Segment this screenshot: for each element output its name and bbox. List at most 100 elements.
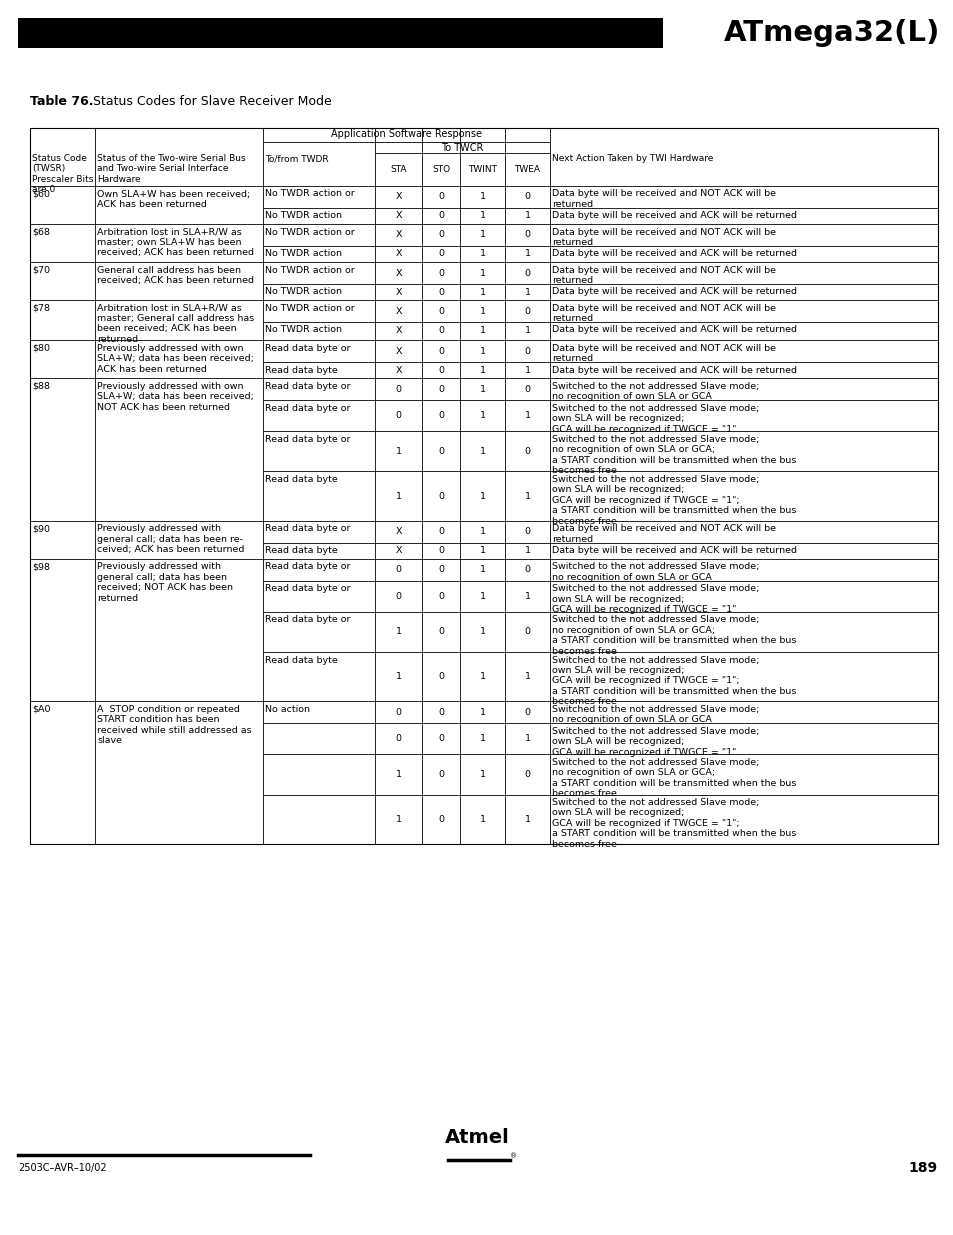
Text: Next Action Taken by TWI Hardware: Next Action Taken by TWI Hardware	[552, 154, 713, 163]
Text: 1: 1	[479, 672, 485, 682]
Text: Data byte will be received and ACK will be returned: Data byte will be received and ACK will …	[552, 288, 796, 296]
Text: Switched to the not addressed Slave mode;
own SLA will be recognized;
GCA will b: Switched to the not addressed Slave mode…	[552, 584, 759, 614]
Text: 0: 0	[437, 211, 443, 221]
Text: $70: $70	[32, 266, 50, 274]
Text: Read data byte or: Read data byte or	[265, 562, 350, 572]
Text: No TWDR action or: No TWDR action or	[265, 189, 355, 199]
Text: 0: 0	[437, 566, 443, 574]
Text: X: X	[395, 268, 401, 278]
Text: 0: 0	[437, 385, 443, 394]
Text: Switched to the not addressed Slave mode;
own SLA will be recognized;
GCA will b: Switched to the not addressed Slave mode…	[552, 475, 796, 526]
Text: TWEA: TWEA	[514, 165, 540, 174]
Text: Previously addressed with own
SLA+W; data has been received;
ACK has been return: Previously addressed with own SLA+W; dat…	[97, 343, 253, 374]
Text: 1: 1	[524, 366, 530, 374]
Text: 1: 1	[479, 193, 485, 201]
Text: Switched to the not addressed Slave mode;
no recognition of own SLA or GCA;
a ST: Switched to the not addressed Slave mode…	[552, 615, 796, 656]
Text: 0: 0	[524, 385, 530, 394]
Text: $98: $98	[32, 562, 50, 572]
Text: Data byte will be received and ACK will be returned: Data byte will be received and ACK will …	[552, 546, 796, 556]
Text: 0: 0	[395, 411, 401, 420]
Text: Switched to the not addressed Slave mode;
own SLA will be recognized;
GCA will b: Switched to the not addressed Slave mode…	[552, 727, 759, 757]
Text: 0: 0	[524, 347, 530, 356]
Text: Read data byte: Read data byte	[265, 656, 337, 664]
Text: No TWDR action: No TWDR action	[265, 249, 341, 258]
Text: 1: 1	[479, 566, 485, 574]
Text: Read data byte or: Read data byte or	[265, 525, 350, 534]
Text: General call address has been
received; ACK has been returned: General call address has been received; …	[97, 266, 253, 285]
Text: Read data byte: Read data byte	[265, 366, 337, 374]
Text: X: X	[395, 249, 401, 258]
Text: Own SLA+W has been received;
ACK has been returned: Own SLA+W has been received; ACK has bee…	[97, 189, 250, 209]
Text: 0: 0	[437, 672, 443, 682]
Text: Read data byte: Read data byte	[265, 546, 337, 556]
Text: 2503C–AVR–10/02: 2503C–AVR–10/02	[18, 1163, 107, 1173]
Text: X: X	[395, 366, 401, 374]
Text: Status Codes for Slave Receiver Mode: Status Codes for Slave Receiver Mode	[85, 95, 332, 107]
Text: Switched to the not addressed Slave mode;
no recognition of own SLA or GCA: Switched to the not addressed Slave mode…	[552, 562, 759, 582]
Text: ®: ®	[510, 1153, 517, 1158]
Text: Status Code
(TWSR)
Prescaler Bits
are 0: Status Code (TWSR) Prescaler Bits are 0	[32, 154, 93, 194]
Text: 1: 1	[395, 492, 401, 500]
Text: $88: $88	[32, 382, 50, 391]
Text: 1: 1	[395, 815, 401, 824]
Text: X: X	[395, 326, 401, 335]
Text: STO: STO	[432, 165, 450, 174]
Text: Data byte will be received and NOT ACK will be
returned: Data byte will be received and NOT ACK w…	[552, 227, 775, 247]
Text: 0: 0	[524, 527, 530, 536]
Text: Read data byte or: Read data byte or	[265, 382, 350, 391]
Text: 0: 0	[437, 769, 443, 779]
Text: 1: 1	[479, 815, 485, 824]
Text: 1: 1	[479, 592, 485, 600]
Text: STA: STA	[390, 165, 406, 174]
Text: $90: $90	[32, 525, 50, 534]
Text: 0: 0	[437, 231, 443, 240]
Text: Data byte will be received and NOT ACK will be
returned: Data byte will be received and NOT ACK w…	[552, 343, 775, 363]
Text: 1: 1	[524, 735, 530, 743]
Text: 0: 0	[524, 566, 530, 574]
Text: No TWDR action: No TWDR action	[265, 211, 341, 220]
Text: Data byte will be received and NOT ACK will be
returned: Data byte will be received and NOT ACK w…	[552, 266, 775, 285]
Text: 0: 0	[437, 527, 443, 536]
Text: No TWDR action: No TWDR action	[265, 326, 341, 335]
Text: 1: 1	[524, 815, 530, 824]
Text: 0: 0	[524, 268, 530, 278]
Text: 0: 0	[437, 735, 443, 743]
Text: 1: 1	[479, 735, 485, 743]
Text: To/from TWDR: To/from TWDR	[265, 154, 328, 163]
Text: 0: 0	[437, 326, 443, 335]
Text: No TWDR action or: No TWDR action or	[265, 227, 355, 237]
Text: 0: 0	[437, 815, 443, 824]
Text: 0: 0	[524, 306, 530, 316]
Text: Switched to the not addressed Slave mode;
own SLA will be recognized;
GCA will b: Switched to the not addressed Slave mode…	[552, 404, 759, 433]
Text: 1: 1	[479, 546, 485, 556]
Text: 0: 0	[524, 708, 530, 716]
Text: 0: 0	[437, 546, 443, 556]
Text: 1: 1	[524, 672, 530, 682]
Text: A  STOP condition or repeated
START condition has been
received while still addr: A STOP condition or repeated START condi…	[97, 705, 252, 745]
Text: Switched to the not addressed Slave mode;
no recognition of own SLA or GCA: Switched to the not addressed Slave mode…	[552, 382, 759, 401]
Text: Previously addressed with own
SLA+W; data has been received;
NOT ACK has been re: Previously addressed with own SLA+W; dat…	[97, 382, 253, 411]
Text: 0: 0	[437, 193, 443, 201]
Text: Arbitration lost in SLA+R/W as
master; General call address has
been received; A: Arbitration lost in SLA+R/W as master; G…	[97, 304, 254, 343]
Text: 0: 0	[437, 366, 443, 374]
Text: Data byte will be received and ACK will be returned: Data byte will be received and ACK will …	[552, 326, 796, 335]
Text: Application Software Response: Application Software Response	[331, 128, 481, 140]
Text: Read data byte or: Read data byte or	[265, 435, 350, 443]
Text: 1: 1	[524, 288, 530, 296]
Text: TWINT: TWINT	[468, 165, 497, 174]
Text: 0: 0	[437, 347, 443, 356]
Text: 0: 0	[524, 769, 530, 779]
Text: 0: 0	[437, 288, 443, 296]
Text: 1: 1	[479, 211, 485, 221]
Text: Data byte will be received and ACK will be returned: Data byte will be received and ACK will …	[552, 249, 796, 258]
Text: Read data byte: Read data byte	[265, 475, 337, 484]
Text: Data byte will be received and NOT ACK will be
returned: Data byte will be received and NOT ACK w…	[552, 304, 775, 324]
Text: 1: 1	[479, 447, 485, 456]
Text: 0: 0	[437, 306, 443, 316]
Text: X: X	[395, 193, 401, 201]
Text: Read data byte or: Read data byte or	[265, 343, 350, 353]
Text: To TWCR: To TWCR	[441, 143, 483, 153]
Text: Data byte will be received and ACK will be returned: Data byte will be received and ACK will …	[552, 211, 796, 220]
Text: Data byte will be received and ACK will be returned: Data byte will be received and ACK will …	[552, 366, 796, 374]
Text: Switched to the not addressed Slave mode;
own SLA will be recognized;
GCA will b: Switched to the not addressed Slave mode…	[552, 798, 796, 848]
